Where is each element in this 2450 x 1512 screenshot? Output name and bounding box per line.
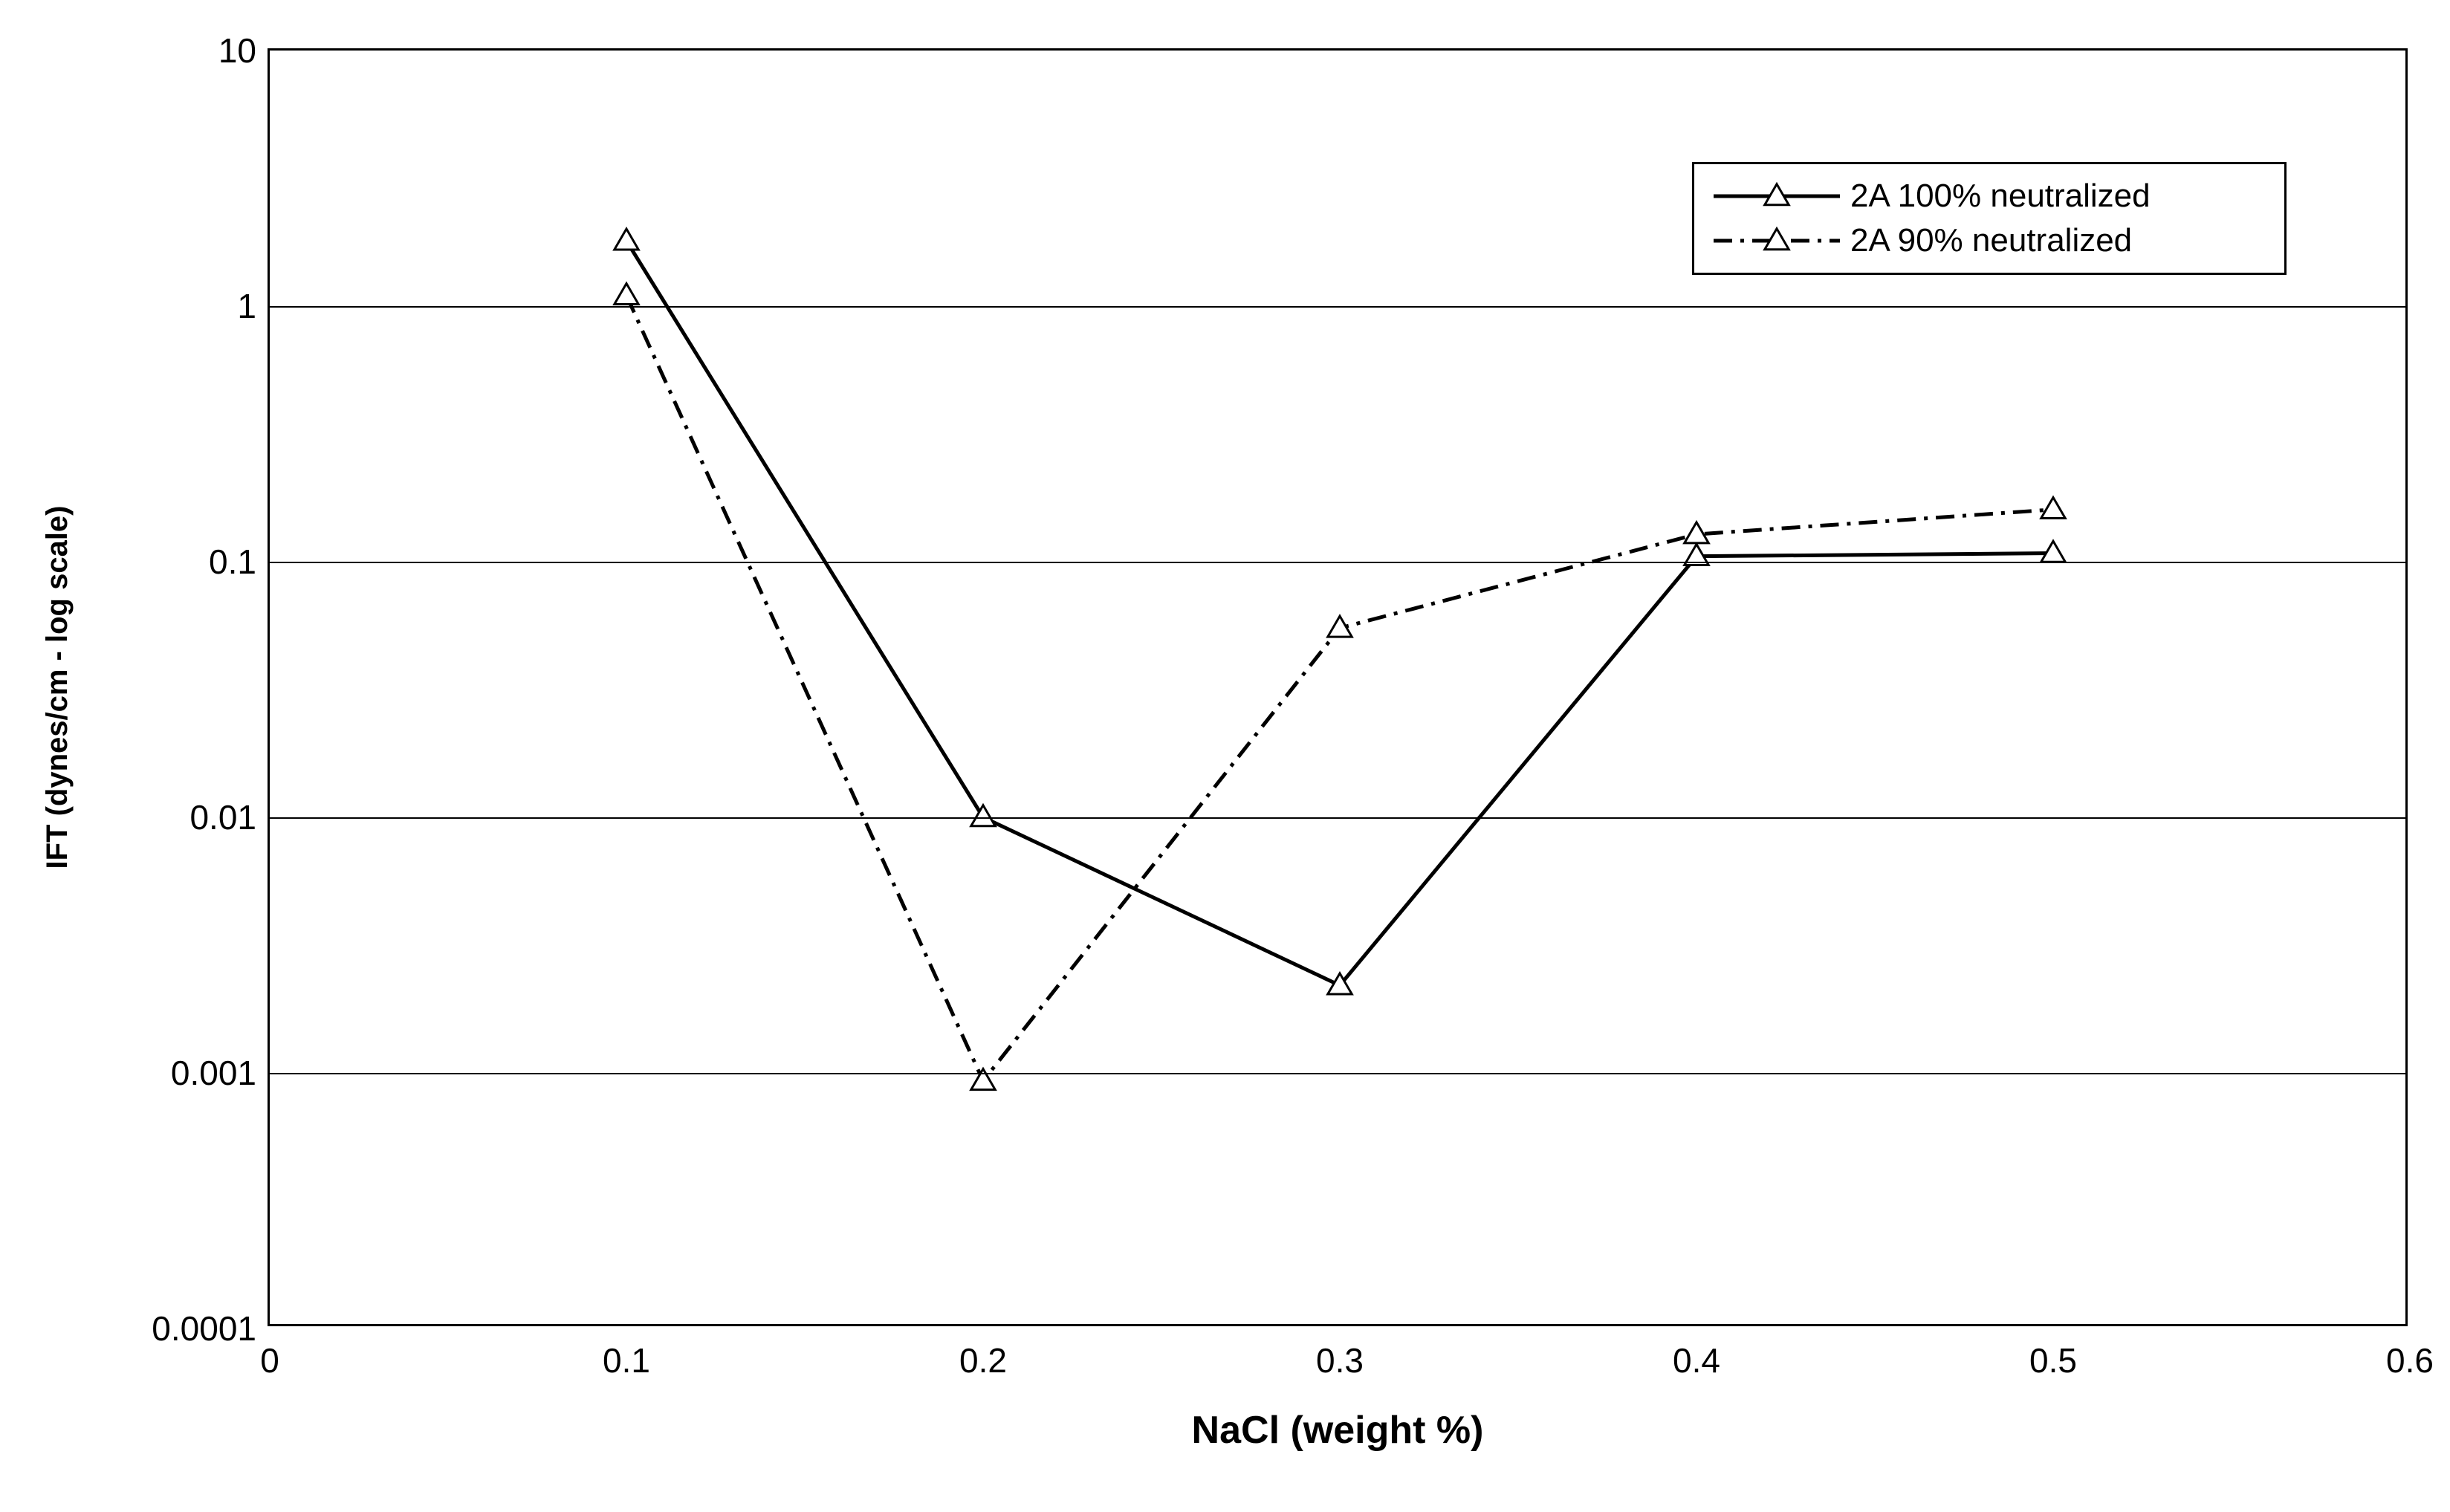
y-tick-label: 0.01 — [189, 797, 270, 837]
legend-swatch — [1714, 180, 1840, 212]
gridline — [270, 562, 2405, 563]
plot-area: 2A 100% neutralized2A 90% neutralized 0.… — [268, 48, 2408, 1326]
gridline — [270, 306, 2405, 308]
legend: 2A 100% neutralized 2A 90% neutralized — [1692, 162, 2287, 275]
x-tick-label: 0.1 — [603, 1324, 650, 1380]
triangle-marker — [615, 284, 638, 305]
gridline — [270, 817, 2405, 819]
y-tick-label: 10 — [218, 30, 270, 71]
triangle-marker — [971, 1069, 995, 1090]
x-tick-label: 0.3 — [1316, 1324, 1364, 1380]
x-tick-label: 0.6 — [2386, 1324, 2434, 1380]
y-tick-label: 1 — [237, 286, 270, 326]
triangle-marker — [971, 805, 995, 826]
y-tick-label: 0.001 — [171, 1053, 270, 1093]
x-axis-label: NaCl (weight %) — [1192, 1408, 1484, 1453]
x-tick-label: 0.2 — [959, 1324, 1007, 1380]
triangle-marker — [2041, 498, 2065, 519]
x-tick-label: 0.5 — [2029, 1324, 2077, 1380]
legend-item: 2A 100% neutralized — [1714, 178, 2265, 215]
gridline — [270, 1073, 2405, 1074]
series-line-s100 — [626, 241, 2053, 985]
x-tick-label: 0.4 — [1673, 1324, 1720, 1380]
y-tick-label: 0.1 — [209, 542, 270, 582]
triangle-marker — [615, 229, 638, 250]
y-tick-label: 0.0001 — [152, 1308, 270, 1349]
legend-label: 2A 90% neutralized — [1850, 222, 2132, 259]
legend-label: 2A 100% neutralized — [1850, 178, 2151, 215]
y-axis-label: IFT (dynes/cm - log scale) — [41, 505, 74, 869]
legend-swatch — [1714, 224, 1840, 257]
legend-item: 2A 90% neutralized — [1714, 222, 2265, 259]
ift-vs-nacl-chart: 2A 100% neutralized 2A 90% neutralized 0.… — [0, 0, 2450, 1512]
x-tick-label: 0 — [260, 1324, 279, 1380]
series-line-s90 — [626, 296, 2053, 1081]
